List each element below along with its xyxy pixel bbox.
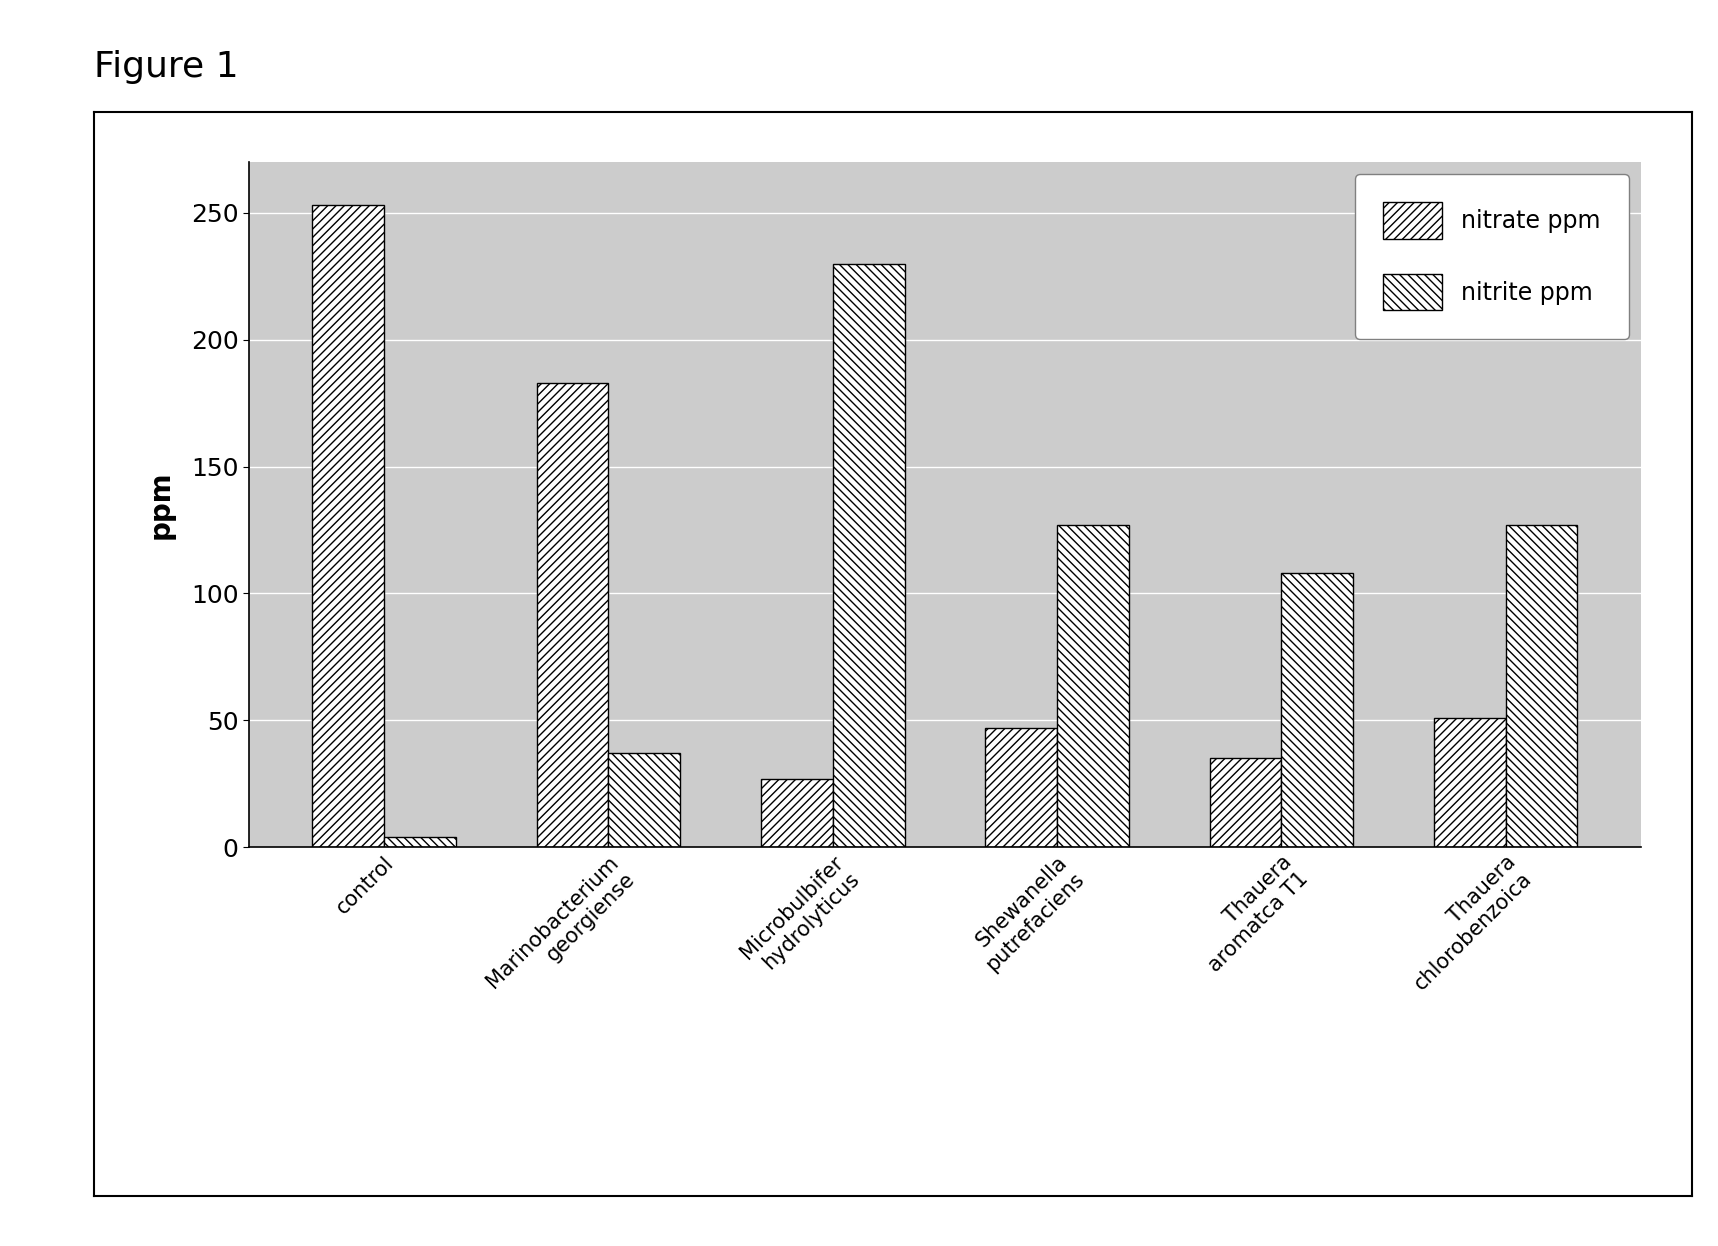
Text: Figure 1: Figure 1	[94, 50, 239, 83]
Bar	[986, 728, 1057, 847]
Bar	[1505, 525, 1577, 847]
Bar	[1209, 759, 1282, 847]
Y-axis label: ppm: ppm	[146, 470, 174, 540]
Bar	[1435, 718, 1505, 847]
Bar	[385, 837, 455, 847]
Bar	[536, 383, 608, 847]
Bar	[1057, 525, 1129, 847]
Legend: nitrate ppm, nitrite ppm: nitrate ppm, nitrite ppm	[1356, 173, 1629, 339]
Bar	[761, 779, 833, 847]
Bar	[608, 754, 680, 847]
Bar	[1282, 573, 1354, 847]
Bar	[833, 263, 904, 847]
Bar	[313, 206, 385, 847]
